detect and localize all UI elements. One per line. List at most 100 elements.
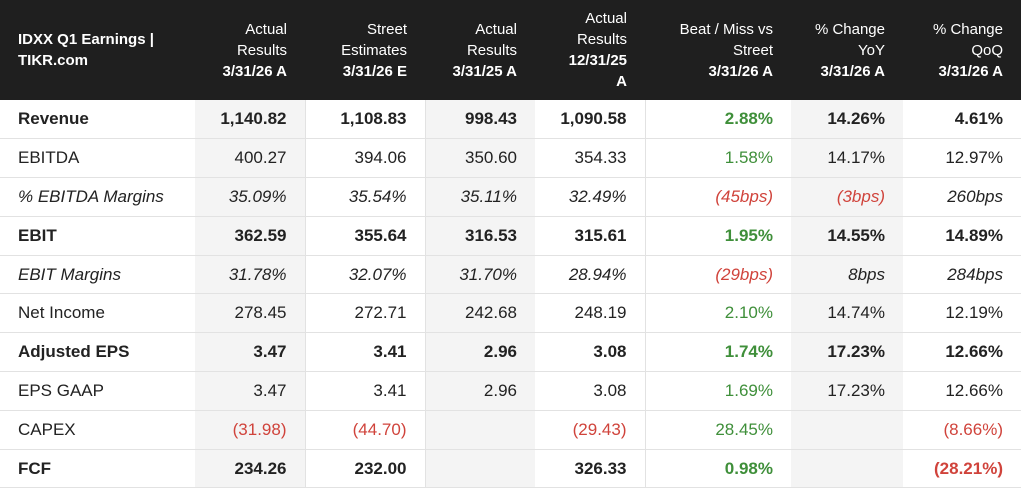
column-header: Actual Results 12/31/25 A [535, 0, 645, 100]
row-label: Net Income [18, 303, 105, 323]
table-cell: (29.43) [572, 419, 627, 439]
table-cell: 2.88% [644, 100, 791, 139]
table-row: % EBITDA Margins 35.09% 35.54% 35.11% 32… [0, 177, 1021, 217]
title-line2: TIKR.com [18, 52, 89, 69]
table-cell: 14.17% [791, 138, 903, 178]
table-row: CAPEX (31.98) (44.70) (29.43) 28.45% (8.… [0, 410, 1021, 450]
column-header: Actual Results 3/31/25 A [425, 0, 535, 100]
table-cell: 2.96 [424, 371, 535, 411]
table-cell: 316.53 [424, 216, 535, 256]
table-cell: 272.71 [304, 293, 425, 333]
table-cell: (3bps) [791, 177, 903, 217]
table-cell: 998.43 [424, 100, 535, 139]
table-cell: 1,090.58 [560, 109, 627, 129]
column-header-date: 3/31/26 A [820, 62, 886, 80]
table-row: Adjusted EPS 3.47 3.41 2.96 3.08 1.74% 1… [0, 332, 1021, 372]
column-header-line: % Change [932, 20, 1003, 38]
column-header: Beat / Miss vs Street 3/31/26 A [645, 0, 791, 100]
table-cell: 242.68 [424, 293, 535, 333]
table-cell: 394.06 [304, 138, 425, 178]
table-cell: 284bps [947, 264, 1003, 284]
column-header-line: Results [236, 41, 287, 59]
table-cell [791, 449, 903, 488]
column-header-line: % Change [814, 20, 885, 38]
table-cell: 35.11% [424, 177, 535, 217]
table-cell: 12.97% [945, 148, 1003, 168]
table-cell: 12.19% [945, 303, 1003, 323]
header-row: IDXX Q1 Earnings | TIKR.com Actual Resul… [0, 0, 1021, 100]
table-cell: 260bps [947, 186, 1003, 206]
table-cell [424, 410, 535, 450]
table-cell: 350.60 [424, 138, 535, 178]
column-header-line: Results [466, 41, 517, 59]
row-label: CAPEX [18, 419, 76, 439]
table-cell: 3.08 [593, 380, 627, 400]
table-cell: 32.07% [304, 255, 425, 294]
table-cell: (45bps) [644, 177, 791, 217]
table-cell: 232.00 [304, 449, 425, 488]
table-cell: 362.59 [195, 216, 305, 256]
table-cell: 315.61 [574, 225, 627, 245]
table-cell: 1,140.82 [195, 100, 305, 139]
table-cell [424, 449, 535, 488]
column-header-line: YoY [858, 41, 885, 59]
column-header-line: Street [732, 41, 773, 59]
table-row: Net Income 278.45 272.71 242.68 248.19 2… [0, 293, 1021, 333]
column-header: Street Estimates 3/31/26 E [305, 0, 425, 100]
table-cell: 4.61% [954, 109, 1003, 129]
column-header-line: Estimates [341, 41, 407, 59]
table-cell: 3.41 [304, 332, 425, 372]
table-title: IDXX Q1 Earnings | TIKR.com [0, 0, 195, 100]
column-header-line: Beat / Miss vs [679, 20, 773, 38]
table-cell: 3.08 [593, 342, 627, 362]
row-label: EBITDA [18, 148, 80, 168]
row-label: EPS GAAP [18, 380, 104, 400]
table-row: EPS GAAP 3.47 3.41 2.96 3.08 1.69% 17.23… [0, 371, 1021, 411]
table-cell: 2.96 [424, 332, 535, 372]
row-label: FCF [18, 458, 52, 478]
table-cell: (8.66%) [943, 419, 1003, 439]
table-cell: 2.10% [644, 293, 791, 333]
row-label: Adjusted EPS [18, 342, 130, 362]
table-row: EBIT 362.59 355.64 316.53 315.61 1.95% 1… [0, 216, 1021, 256]
table-cell: 355.64 [304, 216, 425, 256]
table-cell: (28.21%) [934, 458, 1003, 478]
table-cell: 12.66% [945, 380, 1003, 400]
row-label: Revenue [18, 109, 89, 129]
table-cell: 1.69% [644, 371, 791, 411]
table-cell: (29bps) [644, 255, 791, 294]
table-cell: 17.23% [791, 371, 903, 411]
column-header: % Change YoY 3/31/26 A [791, 0, 903, 100]
table-row: EBIT Margins 31.78% 32.07% 31.70% 28.94%… [0, 255, 1021, 294]
column-header-line: Actual [475, 20, 517, 38]
table-cell: 31.78% [195, 255, 305, 294]
column-header-date: 3/31/26 A [938, 62, 1004, 80]
table-cell: 28.94% [568, 264, 627, 284]
table-cell: 1.58% [644, 138, 791, 178]
table-cell: 8bps [791, 255, 903, 294]
table-cell: 234.26 [195, 449, 305, 488]
column-header-line: Actual [245, 20, 287, 38]
table-row: FCF 234.26 232.00 326.33 0.98% (28.21%) [0, 449, 1021, 488]
table-cell: 32.49% [568, 186, 627, 206]
column-header-line: Street [366, 20, 407, 38]
column-header: % Change QoQ 3/31/26 A [903, 0, 1021, 100]
column-header-date: 3/31/26 A [222, 62, 288, 80]
table-cell: 3.41 [304, 371, 425, 411]
table-cell: 35.54% [304, 177, 425, 217]
column-header-date: 3/31/26 A [708, 62, 774, 80]
column-header-line: QoQ [971, 41, 1003, 59]
table-cell: 1,108.83 [304, 100, 425, 139]
table-cell: 35.09% [195, 177, 305, 217]
table-cell: 12.66% [945, 342, 1003, 362]
column-header: Actual Results 3/31/26 A [195, 0, 305, 100]
table-cell: (31.98) [195, 410, 305, 450]
table-cell: 0.98% [644, 449, 791, 488]
column-header-date: A [616, 73, 627, 90]
table-cell: 3.47 [195, 371, 305, 411]
column-header-line: Actual [585, 10, 627, 27]
table-cell: 400.27 [195, 138, 305, 178]
table-row: Revenue 1,140.82 1,108.83 998.43 1,090.5… [0, 100, 1021, 139]
table-cell: 14.26% [791, 100, 903, 139]
